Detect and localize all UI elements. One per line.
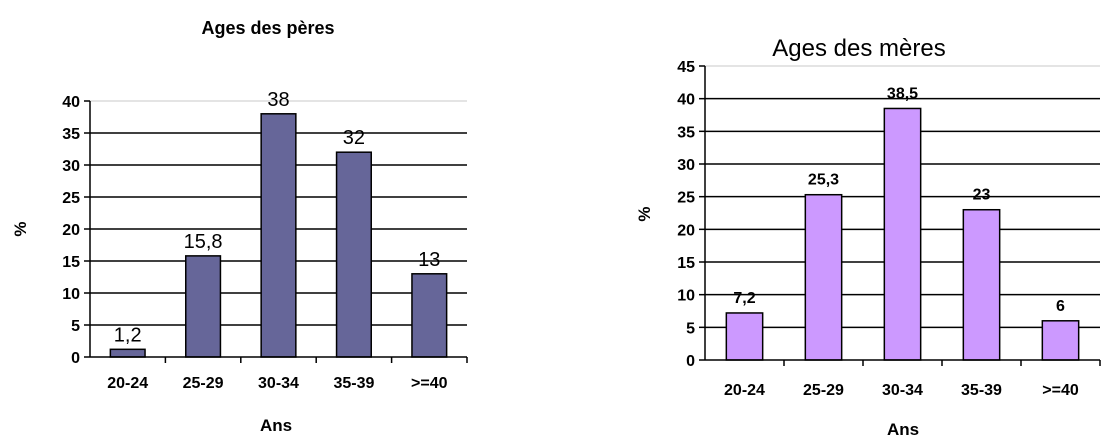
bar [725, 312, 764, 361]
x-tick-label: 20-24 [107, 375, 148, 392]
y-tick-label: 10 [62, 286, 80, 303]
x-tick-label: 30-34 [258, 375, 299, 392]
x-tick-label: >=40 [411, 375, 448, 392]
x-axis-label: Ans [887, 420, 919, 439]
y-tick-label: 35 [62, 126, 80, 143]
x-tick-label: 25-29 [183, 375, 224, 392]
bar [804, 193, 843, 361]
x-tick-label: 30-34 [882, 382, 923, 399]
bar [335, 151, 372, 358]
bar [411, 273, 448, 358]
data-label: 1,2 [114, 324, 142, 346]
y-tick-label: 35 [677, 124, 695, 141]
y-axis-label: % [635, 206, 654, 221]
y-tick-label: 25 [677, 190, 695, 207]
fathers-age-chart: Ages des pères % Ans 0 5 10 15 20 25 30 35 40 20-… [11, 18, 468, 435]
data-label: 13 [418, 249, 440, 271]
data-label: 23 [973, 187, 991, 204]
x-tick-label: >=40 [1042, 382, 1079, 399]
y-tick-label: 0 [686, 353, 695, 370]
y-tick-label: 45 [677, 59, 695, 76]
bar [883, 107, 922, 361]
y-tick-label: 5 [686, 320, 695, 337]
data-label: 38,5 [887, 85, 918, 102]
data-label: 15,8 [184, 231, 223, 253]
x-tick-label: 25-29 [803, 382, 844, 399]
y-tick-label: 40 [62, 94, 80, 111]
y-tick-label: 25 [62, 190, 80, 207]
y-tick-label: 20 [62, 222, 80, 239]
x-tick-label: 20-24 [724, 382, 765, 399]
data-label: 7,2 [733, 290, 755, 307]
mothers-age-chart: Ages des mères % Ans 0 5 10 15 20 25 30 35 40 45 2… [635, 35, 1101, 439]
y-tick-label: 5 [71, 318, 80, 335]
y-tick-label: 10 [677, 288, 695, 305]
bar [260, 113, 297, 358]
data-label: 32 [343, 127, 365, 149]
y-tick-label: 20 [677, 222, 695, 239]
y-tick-label: 15 [62, 254, 80, 271]
bar [185, 255, 222, 358]
chart-title: Ages des pères [201, 18, 334, 38]
bar [1041, 320, 1080, 361]
y-tick-label: 40 [677, 92, 695, 109]
y-tick-label: 0 [71, 350, 80, 367]
data-label: 38 [267, 89, 289, 111]
chart-title: Ages des mères [772, 35, 945, 62]
x-tick-label: 35-39 [333, 375, 374, 392]
bar [962, 208, 1001, 361]
bar [109, 348, 146, 358]
y-tick-label: 30 [62, 158, 80, 175]
y-tick-label: 30 [677, 157, 695, 174]
y-axis-label: % [11, 221, 30, 236]
x-axis-label: Ans [260, 416, 292, 435]
y-tick-label: 15 [677, 255, 695, 272]
data-label: 6 [1056, 298, 1065, 315]
data-label: 25,3 [808, 172, 839, 189]
x-tick-label: 35-39 [961, 382, 1002, 399]
